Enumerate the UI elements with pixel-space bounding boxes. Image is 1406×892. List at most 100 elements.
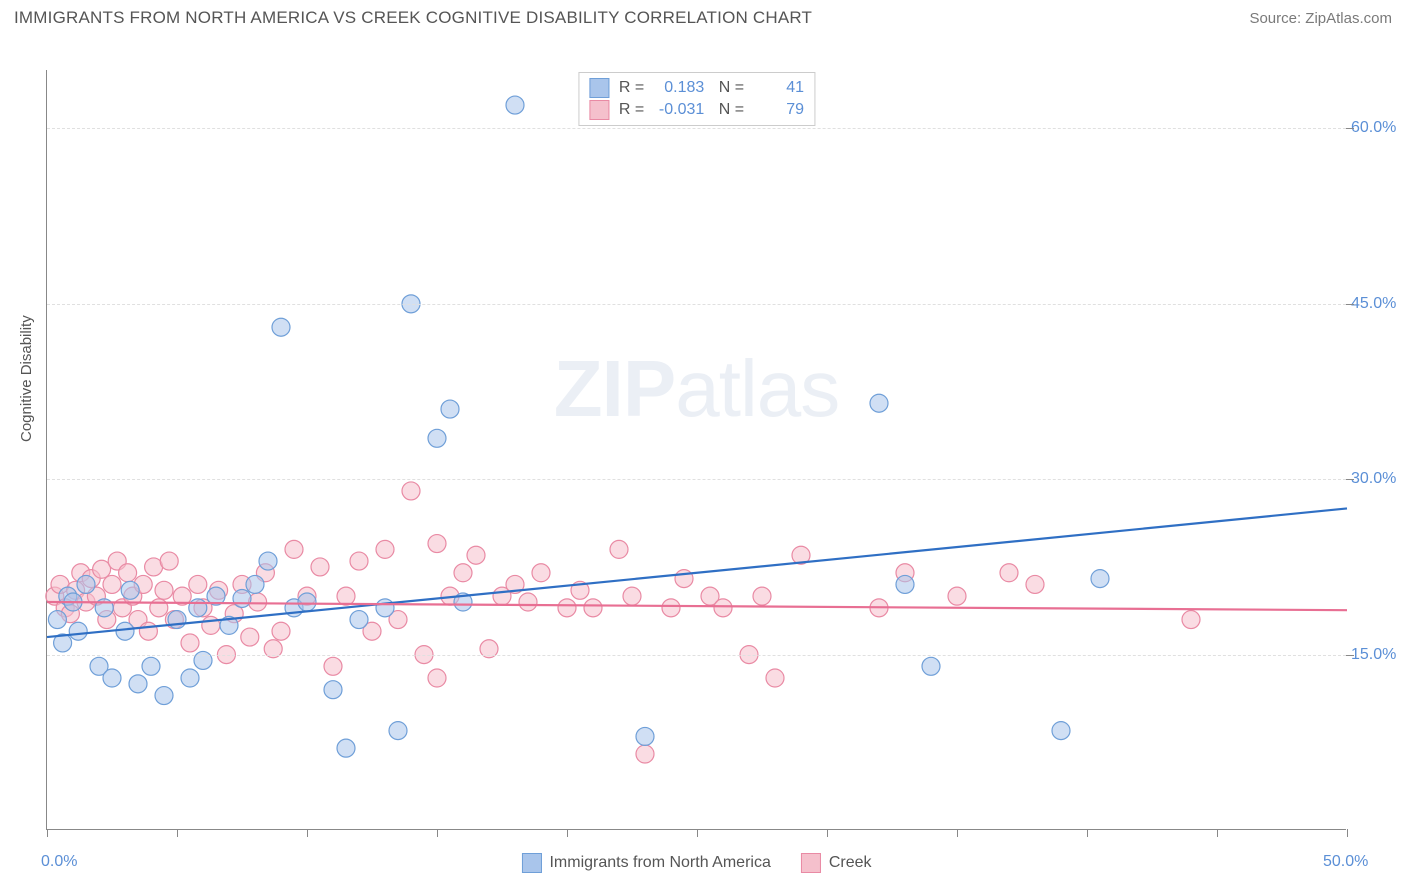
- scatter-point: [428, 535, 446, 553]
- y-tick: [1346, 655, 1354, 656]
- x-tick: [697, 829, 698, 837]
- scatter-point: [636, 727, 654, 745]
- x-tick: [307, 829, 308, 837]
- scatter-point: [324, 681, 342, 699]
- chart-source: Source: ZipAtlas.com: [1249, 10, 1392, 27]
- scatter-point: [155, 581, 173, 599]
- scatter-point: [155, 687, 173, 705]
- scatter-point: [337, 587, 355, 605]
- scatter-point: [285, 540, 303, 558]
- scatter-point: [103, 575, 121, 593]
- scatter-point: [389, 722, 407, 740]
- scatter-point: [181, 634, 199, 652]
- scatter-point: [189, 575, 207, 593]
- scatter-point: [142, 657, 160, 675]
- scatter-point: [116, 622, 134, 640]
- scatter-point: [150, 599, 168, 617]
- scatter-point: [376, 599, 394, 617]
- scatter-plot-area: ZIPatlas R = 0.183 N = 41 R = -0.031 N =…: [46, 70, 1346, 830]
- swatch-series-b-icon: [801, 853, 821, 873]
- scatter-point: [753, 587, 771, 605]
- scatter-point: [324, 657, 342, 675]
- scatter-point: [1182, 611, 1200, 629]
- x-tick: [957, 829, 958, 837]
- scatter-point: [129, 675, 147, 693]
- chart-container: Cognitive Disability ZIPatlas R = 0.183 …: [0, 32, 1406, 882]
- scatter-point: [662, 599, 680, 617]
- trend-line: [47, 508, 1347, 637]
- scatter-point: [337, 739, 355, 757]
- scatter-point: [233, 589, 251, 607]
- x-tick-label: 50.0%: [1323, 853, 1368, 871]
- scatter-point: [948, 587, 966, 605]
- scatter-point: [298, 593, 316, 611]
- scatter-point: [922, 657, 940, 675]
- scatter-point: [402, 482, 420, 500]
- scatter-point: [119, 564, 137, 582]
- grid-line: [47, 304, 1346, 305]
- y-tick: [1346, 304, 1354, 305]
- scatter-point: [121, 581, 139, 599]
- scatter-point: [1091, 570, 1109, 588]
- grid-line: [47, 128, 1346, 129]
- scatter-point: [246, 575, 264, 593]
- y-tick-label: 15.0%: [1351, 646, 1406, 664]
- scatter-point: [272, 318, 290, 336]
- legend-item-series-b: Creek: [801, 853, 872, 873]
- scatter-point: [441, 400, 459, 418]
- scatter-point: [139, 622, 157, 640]
- legend-item-series-a: Immigrants from North America: [521, 853, 770, 873]
- series-legend: Immigrants from North America Creek: [521, 853, 871, 873]
- scatter-point: [103, 669, 121, 687]
- scatter-point: [714, 599, 732, 617]
- scatter-point: [623, 587, 641, 605]
- scatter-point: [1026, 575, 1044, 593]
- scatter-point: [69, 622, 87, 640]
- x-tick: [827, 829, 828, 837]
- scatter-point: [636, 745, 654, 763]
- legend-label-series-b: Creek: [829, 854, 872, 872]
- scatter-point: [77, 575, 95, 593]
- scatter-point: [428, 429, 446, 447]
- scatter-point: [311, 558, 329, 576]
- x-tick: [1217, 829, 1218, 837]
- scatter-point: [467, 546, 485, 564]
- x-tick: [1087, 829, 1088, 837]
- x-tick: [47, 829, 48, 837]
- scatter-point: [259, 552, 277, 570]
- legend-label-series-a: Immigrants from North America: [549, 854, 770, 872]
- scatter-point: [350, 552, 368, 570]
- scatter-point: [350, 611, 368, 629]
- scatter-point: [766, 669, 784, 687]
- scatter-point: [376, 540, 394, 558]
- y-tick-label: 60.0%: [1351, 119, 1406, 137]
- x-tick: [1347, 829, 1348, 837]
- scatter-point: [506, 96, 524, 114]
- y-axis-label: Cognitive Disability: [18, 315, 35, 442]
- x-tick: [177, 829, 178, 837]
- x-tick: [437, 829, 438, 837]
- y-tick-label: 45.0%: [1351, 295, 1406, 313]
- scatter-point: [896, 575, 914, 593]
- scatter-point: [428, 669, 446, 687]
- scatter-point: [532, 564, 550, 582]
- scatter-point: [241, 628, 259, 646]
- scatter-point: [160, 552, 178, 570]
- y-tick-label: 30.0%: [1351, 470, 1406, 488]
- scatter-point: [249, 593, 267, 611]
- scatter-point: [584, 599, 602, 617]
- x-tick: [567, 829, 568, 837]
- chart-header: IMMIGRANTS FROM NORTH AMERICA VS CREEK C…: [0, 0, 1406, 32]
- swatch-series-a-icon: [521, 853, 541, 873]
- scatter-point: [675, 570, 693, 588]
- scatter-point: [870, 394, 888, 412]
- scatter-point: [558, 599, 576, 617]
- scatter-point: [1052, 722, 1070, 740]
- scatter-point: [181, 669, 199, 687]
- grid-line: [47, 655, 1346, 656]
- scatter-point: [454, 564, 472, 582]
- scatter-point: [519, 593, 537, 611]
- scatter-point: [202, 616, 220, 634]
- y-tick: [1346, 128, 1354, 129]
- scatter-point: [610, 540, 628, 558]
